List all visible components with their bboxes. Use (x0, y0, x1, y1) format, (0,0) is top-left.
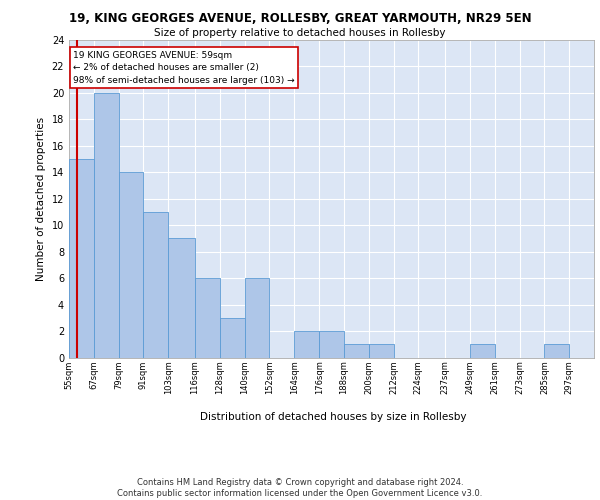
Bar (294, 331, 319, 357)
Text: 19, KING GEORGES AVENUE, ROLLESBY, GREAT YARMOUTH, NR29 5EN: 19, KING GEORGES AVENUE, ROLLESBY, GREAT… (68, 12, 532, 26)
Bar (319, 331, 344, 357)
Bar (143, 212, 168, 358)
Bar (94, 93, 119, 357)
Text: Distribution of detached houses by size in Rollesby: Distribution of detached houses by size … (200, 412, 466, 422)
Bar (195, 278, 220, 357)
Y-axis label: Number of detached properties: Number of detached properties (36, 116, 46, 281)
Bar (245, 278, 269, 357)
Bar (470, 344, 495, 358)
Text: Size of property relative to detached houses in Rollesby: Size of property relative to detached ho… (154, 28, 446, 38)
Text: 19 KING GEORGES AVENUE: 59sqm
← 2% of detached houses are smaller (2)
98% of sem: 19 KING GEORGES AVENUE: 59sqm ← 2% of de… (73, 50, 295, 84)
Bar (220, 318, 245, 358)
Bar (119, 172, 143, 358)
Text: Contains HM Land Registry data © Crown copyright and database right 2024.
Contai: Contains HM Land Registry data © Crown c… (118, 478, 482, 498)
Bar (69, 159, 94, 358)
Bar (544, 344, 569, 358)
Bar (168, 238, 195, 358)
Bar (344, 344, 369, 358)
Bar (369, 344, 394, 358)
